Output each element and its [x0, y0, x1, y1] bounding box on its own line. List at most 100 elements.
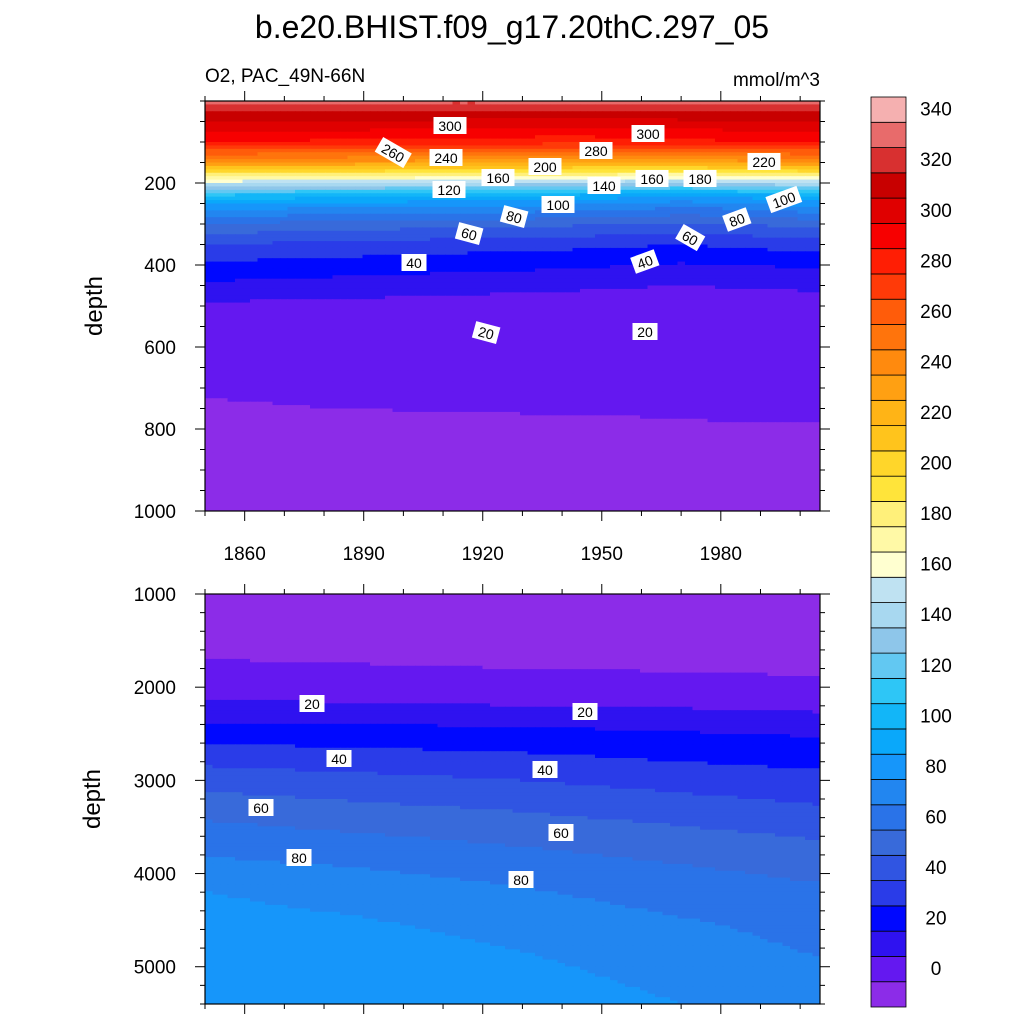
upper-cell: [767, 179, 776, 184]
upper-cell: [242, 213, 251, 218]
upper-cell: [512, 189, 521, 194]
upper-cell: [280, 268, 289, 273]
upper-cell: [437, 206, 446, 211]
upper-cell: [812, 268, 820, 273]
upper-cell: [325, 271, 334, 276]
upper-cell: [737, 234, 746, 239]
upper-cell: [790, 230, 799, 235]
upper-cell: [790, 104, 799, 109]
upper-cell: [280, 292, 289, 297]
upper-cell: [632, 247, 641, 252]
upper-cell: [347, 265, 356, 270]
upper-cell: [220, 196, 229, 201]
upper-cell: [265, 101, 274, 106]
upper-cell: [685, 302, 694, 307]
upper-cell: [745, 183, 754, 188]
upper-cell: [767, 261, 776, 266]
upper-cell: [355, 220, 364, 225]
upper-cell: [385, 135, 394, 140]
upper-cell: [662, 288, 671, 293]
upper-cell: [347, 220, 356, 225]
upper-cell: [295, 302, 304, 307]
upper-cell: [220, 265, 229, 270]
upper-cell: [520, 200, 529, 205]
upper-cell: [377, 217, 386, 222]
upper-cell: [385, 210, 394, 215]
upper-cell: [325, 268, 334, 273]
upper-cell: [235, 224, 244, 229]
upper-cell: [287, 142, 296, 147]
upper-cell: [415, 237, 424, 242]
upper-cell: [302, 176, 311, 181]
upper-cell: [385, 244, 394, 249]
upper-cell: [415, 172, 424, 177]
upper-cell: [655, 244, 664, 249]
upper-cell: [715, 193, 724, 198]
upper-cell: [550, 244, 559, 249]
upper-cell: [400, 292, 409, 297]
upper-cell: [670, 237, 679, 242]
upper-cell: [737, 292, 746, 297]
upper-cell: [527, 299, 536, 304]
upper-cell: [520, 258, 529, 263]
upper-cell: [722, 172, 731, 177]
upper-cell: [812, 152, 820, 157]
upper-cell: [340, 121, 349, 126]
upper-cell: [227, 186, 236, 191]
upper-cell: [610, 251, 619, 256]
upper-cell: [655, 299, 664, 304]
upper-cell: [205, 131, 214, 136]
upper-cell: [460, 258, 469, 263]
upper-cell: [467, 285, 476, 290]
upper-cell: [227, 107, 236, 112]
upper-cell: [610, 217, 619, 222]
upper-cell: [400, 271, 409, 276]
upper-cell: [340, 183, 349, 188]
upper-cell: [362, 104, 371, 109]
upper-cell: [775, 261, 784, 266]
upper-cell: [737, 101, 746, 106]
upper-cell: [587, 169, 596, 174]
upper-cell: [317, 101, 326, 106]
upper-cell: [265, 288, 274, 293]
upper-cell: [587, 203, 596, 208]
upper-cell: [310, 135, 319, 140]
upper-cell: [707, 142, 716, 147]
upper-cell: [482, 138, 491, 143]
upper-cell: [385, 247, 394, 252]
upper-cell: [452, 278, 461, 283]
upper-cell: [475, 176, 484, 181]
upper-cell: [377, 285, 386, 290]
upper-cell: [647, 114, 656, 119]
upper-cell: [512, 121, 521, 126]
upper-cell: [415, 306, 424, 311]
upper-cell: [422, 244, 431, 249]
upper-cell: [745, 142, 754, 147]
upper-cell: [317, 165, 326, 170]
upper-cell: [512, 101, 521, 106]
upper-cell: [557, 224, 566, 229]
upper-cell: [632, 278, 641, 283]
upper-cell: [512, 155, 521, 160]
upper-cell: [280, 193, 289, 198]
upper-cell: [497, 302, 506, 307]
upper-cell: [325, 261, 334, 266]
upper-cell: [242, 278, 251, 283]
upper-cell: [587, 107, 596, 112]
upper-cell: [745, 254, 754, 259]
upper-cell: [490, 142, 499, 147]
upper-cell: [415, 165, 424, 170]
upper-cell: [287, 282, 296, 287]
upper-cell: [805, 224, 814, 229]
upper-cell: [512, 165, 521, 170]
upper-cell: [557, 230, 566, 235]
upper-cell: [805, 278, 814, 283]
upper-cell: [265, 254, 274, 259]
upper-cell: [505, 268, 514, 273]
upper-cell: [362, 135, 371, 140]
upper-cell: [475, 165, 484, 170]
upper-cell: [400, 172, 409, 177]
upper-cell: [535, 104, 544, 109]
upper-cell: [295, 282, 304, 287]
